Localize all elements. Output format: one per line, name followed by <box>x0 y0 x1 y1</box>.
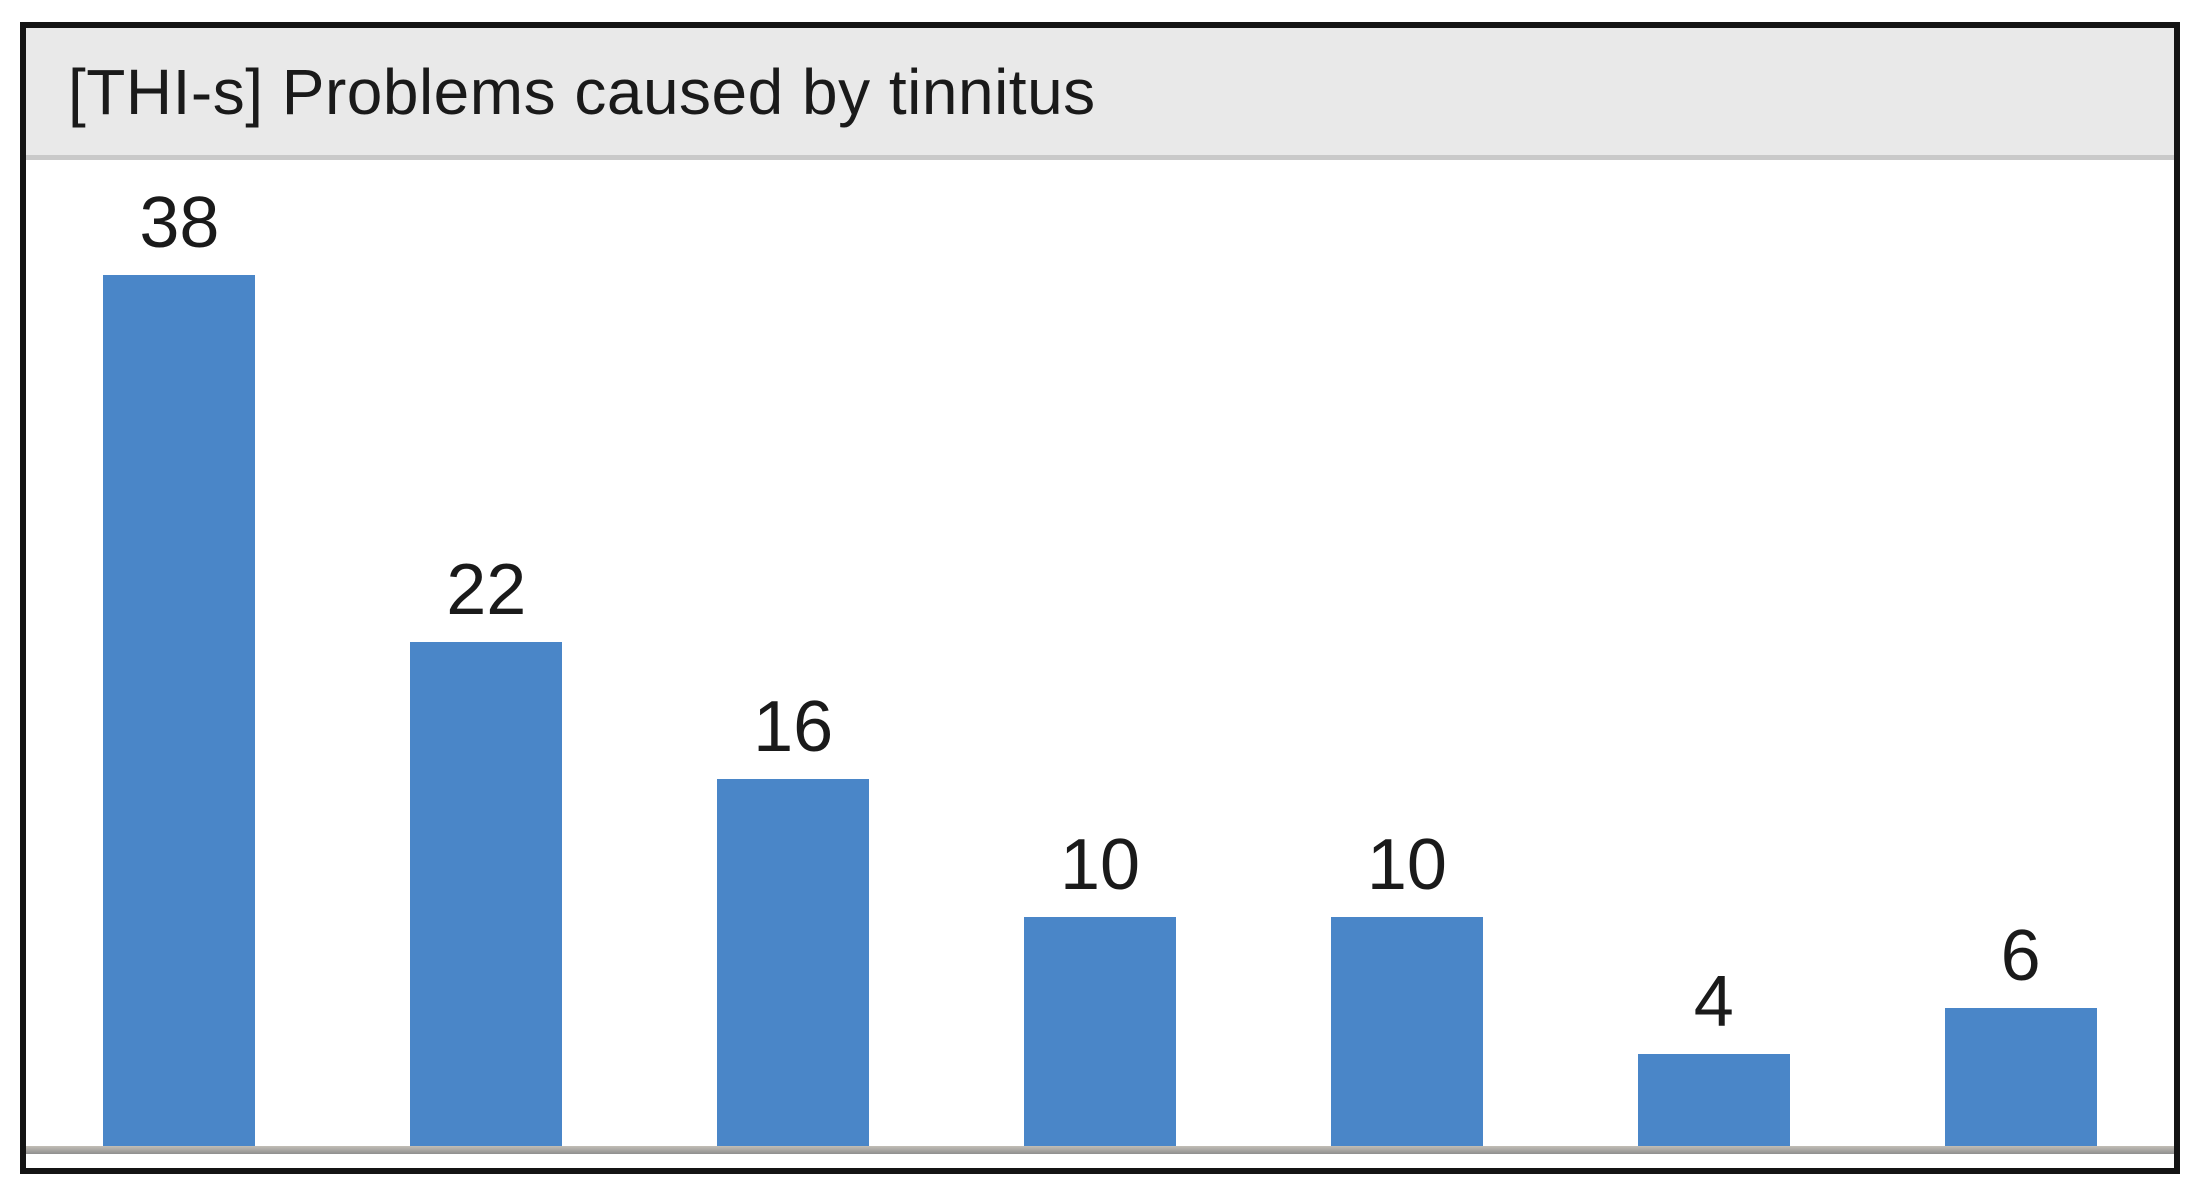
x-axis-baseline <box>26 1146 2174 1154</box>
bar <box>717 779 870 1146</box>
plot-area: 38 22 16 10 10 4 6 <box>26 160 2174 1168</box>
chart-title: [THI-s] Problems caused by tinnitus <box>68 55 1096 128</box>
bar-slot: 10 <box>1253 160 1560 1146</box>
bar <box>103 274 256 1146</box>
bar-value-label: 10 <box>1059 824 1141 905</box>
bar <box>1330 916 1483 1146</box>
bar-value-label: 6 <box>2000 916 2041 997</box>
bar-slot: 16 <box>640 160 947 1146</box>
bar <box>1944 1008 2097 1146</box>
bar-value-label: 16 <box>753 687 834 768</box>
bar-value-label: 4 <box>1693 962 1734 1043</box>
bar-slot: 6 <box>1867 160 2174 1146</box>
bar-value-label: 38 <box>139 182 220 263</box>
bar <box>1024 916 1176 1146</box>
bar-value-label: 22 <box>446 549 527 630</box>
bar-value-label: 10 <box>1366 824 1447 905</box>
bar <box>410 641 563 1146</box>
chart-title-bar: [THI-s] Problems caused by tinnitus <box>26 28 2174 160</box>
bar-slot: 4 <box>1560 160 1867 1146</box>
bar-slot: 10 <box>947 160 1254 1146</box>
chart-frame: [THI-s] Problems caused by tinnitus 38 22… <box>20 22 2180 1174</box>
bar-slot: 38 <box>26 160 333 1146</box>
bar-slot: 22 <box>333 160 640 1146</box>
bars-container: 38 22 16 10 10 4 6 <box>26 160 2174 1146</box>
bar <box>1637 1054 1790 1146</box>
